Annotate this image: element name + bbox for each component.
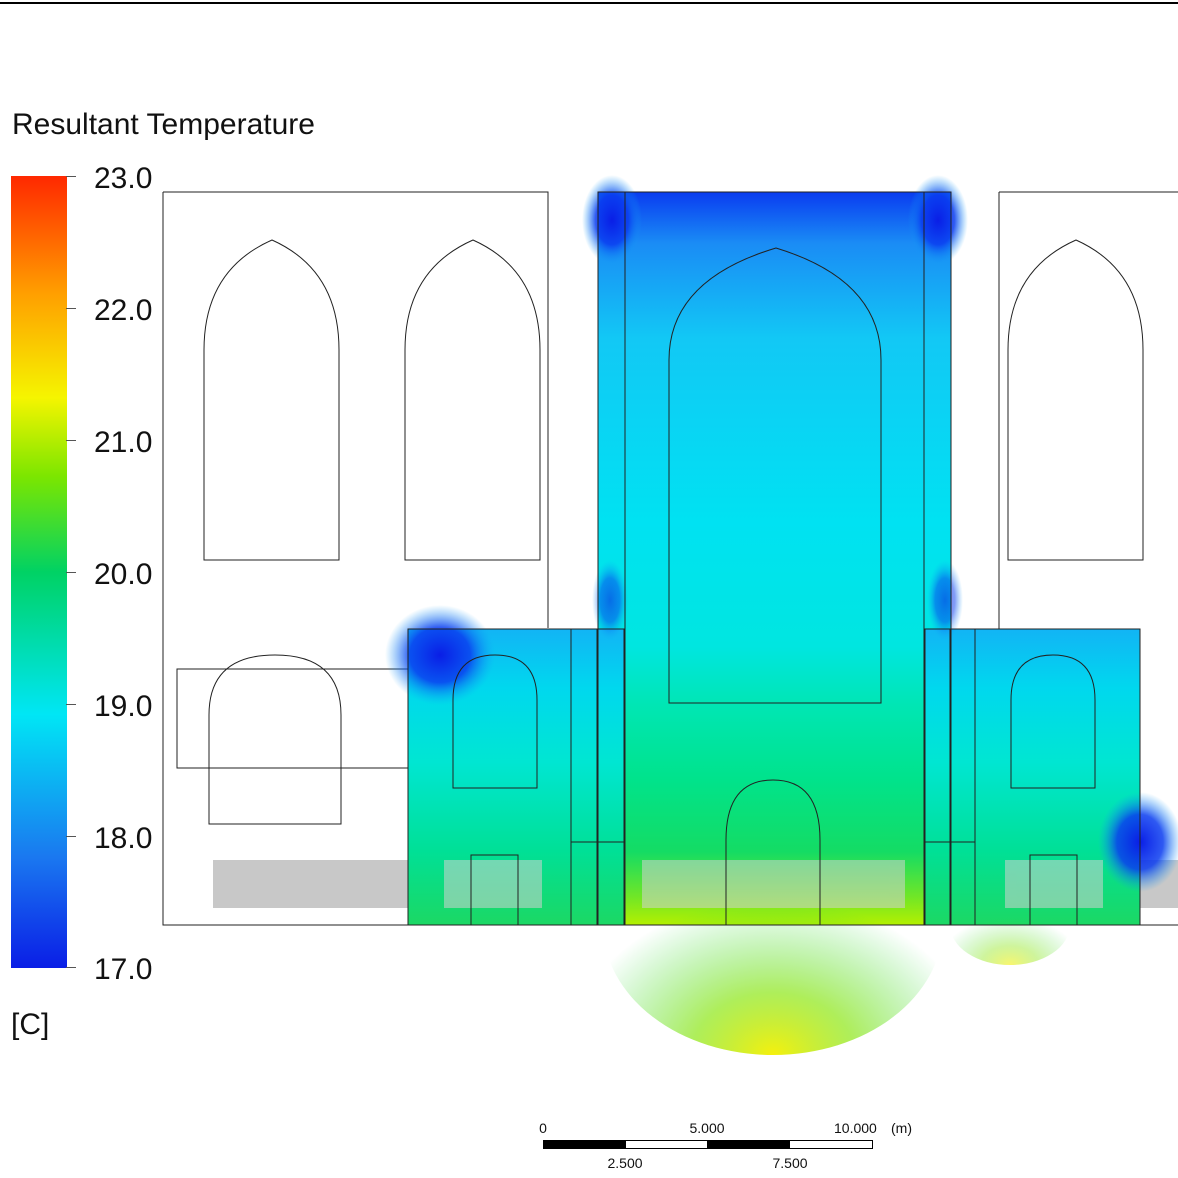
ground-overlay — [444, 860, 1103, 908]
legend-title: Resultant Temperature — [12, 108, 315, 141]
colorbar-tick-label: 18.0 — [94, 822, 153, 855]
scale-segment — [707, 1140, 790, 1149]
colorbar-tick-label: 23.0 — [94, 162, 153, 195]
scale-label-10000: 10.000 — [834, 1120, 877, 1136]
ground-band — [213, 860, 1178, 908]
colorbar-tick — [66, 704, 76, 705]
colorbar-tick — [66, 308, 76, 309]
scale-segment — [543, 1140, 626, 1149]
scale-unit-label: (m) — [891, 1120, 912, 1136]
colorbar-tick-label: 21.0 — [94, 426, 153, 459]
heated-zone-outlines — [407, 191, 1141, 926]
scale-label-5000: 5.000 — [689, 1120, 725, 1136]
temperature-colorbar — [11, 176, 67, 968]
colorbar-tick-label: 22.0 — [94, 294, 153, 327]
colorbar-tick — [66, 176, 76, 177]
scale-label-zero: 0 — [539, 1120, 547, 1136]
window-outlines — [203, 239, 1144, 825]
heat-field — [385, 175, 1178, 1055]
colorbar-tick-label: 20.0 — [94, 558, 153, 591]
colorbar-tick — [66, 440, 76, 441]
colorbar-tick-label: 19.0 — [94, 690, 153, 723]
scale-segment — [625, 1140, 708, 1149]
colorbar-tick-label: 17.0 — [94, 953, 153, 986]
colorbar-tick — [66, 967, 76, 968]
scale-label-2500: 2.500 — [607, 1155, 643, 1171]
scale-bar: 0 5.000 10.000 (m) 2.500 7.500 — [500, 1116, 930, 1178]
colorbar-tick — [66, 836, 76, 837]
scale-segment — [789, 1140, 873, 1149]
colorbar-tick — [66, 572, 76, 573]
top-border-line — [0, 2, 1178, 4]
unit-label: [C] — [11, 1008, 50, 1041]
scale-label-7500: 7.500 — [772, 1155, 808, 1171]
